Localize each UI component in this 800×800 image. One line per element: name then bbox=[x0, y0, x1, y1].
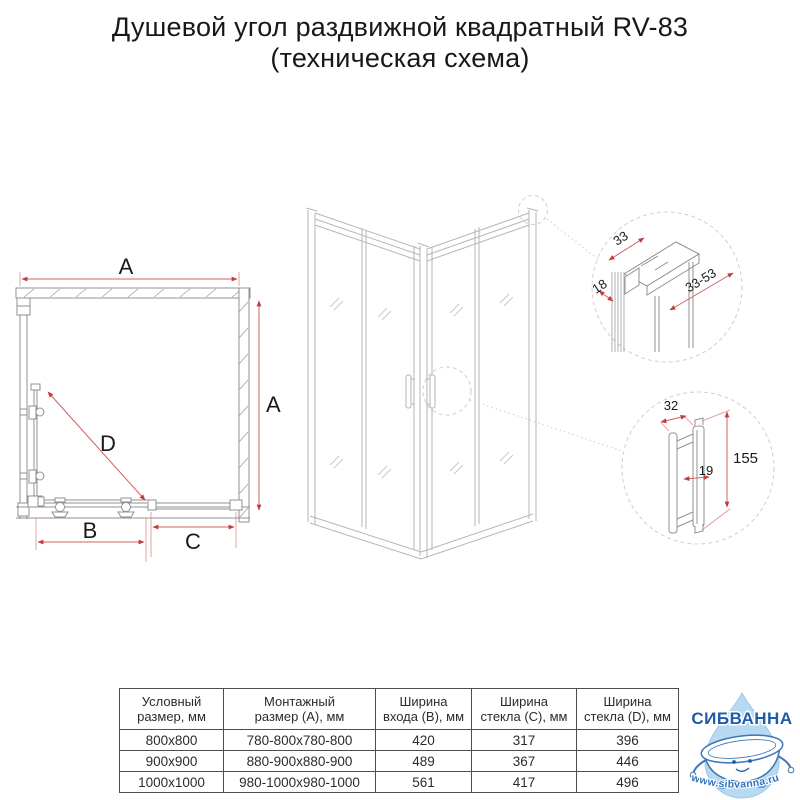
table-row: 900x900 880-900x880-900 489 367 446 bbox=[119, 750, 679, 772]
cell-nominal: 900x900 bbox=[119, 750, 224, 772]
handle-dimensions: 32 19 155 bbox=[660, 398, 758, 531]
handle-detail: 32 19 155 bbox=[621, 391, 775, 545]
dim-label-155: 155 bbox=[733, 450, 758, 467]
col-header-nominal-size: Условный размер, мм bbox=[119, 688, 224, 730]
cell-nominal: 1000x1000 bbox=[119, 771, 224, 793]
iso-view bbox=[305, 195, 623, 560]
cell-glass-c: 417 bbox=[471, 771, 577, 793]
cell-mounting: 980-1000x980-1000 bbox=[223, 771, 376, 793]
iso-handles bbox=[405, 374, 436, 409]
dim-label-d: D bbox=[100, 431, 116, 456]
dim-label-18: 18 bbox=[589, 276, 609, 296]
dim-label-c: C bbox=[185, 529, 201, 554]
title-line-1: Душевой угол раздвижной квадратный RV-83 bbox=[111, 12, 689, 42]
dim-label-a-right: A bbox=[266, 392, 281, 417]
table-row: 800x800 780-800x780-800 420 317 396 bbox=[119, 729, 679, 751]
col-header-glass-c-width: Ширина стекла (С), мм bbox=[471, 688, 577, 730]
plan-right-wall bbox=[238, 287, 250, 523]
plan-dimensions: A A B C D bbox=[19, 254, 281, 562]
col-header-glass-d-width: Ширина стекла (D), мм bbox=[576, 688, 679, 730]
dim-label-a-top: A bbox=[119, 254, 134, 279]
cell-entry: 561 bbox=[375, 771, 472, 793]
page-title: Душевой угол раздвижной квадратный RV-83… bbox=[0, 12, 800, 74]
cell-glass-d: 396 bbox=[576, 729, 679, 751]
cell-entry: 420 bbox=[375, 729, 472, 751]
cell-mounting: 780-800x780-800 bbox=[223, 729, 376, 751]
cell-glass-d: 496 bbox=[576, 771, 679, 793]
cell-nominal: 800x800 bbox=[119, 729, 224, 751]
brand-name: СИБВАННА bbox=[691, 709, 792, 728]
dim-label-33: 33 bbox=[610, 228, 630, 248]
col-header-mounting-size: Монтажный размер (А), мм bbox=[223, 688, 376, 730]
plan-bottom-fixed-glass bbox=[147, 499, 243, 511]
plan-left-door bbox=[19, 383, 45, 508]
cell-glass-c: 317 bbox=[471, 729, 577, 751]
plan-top-wall bbox=[15, 287, 251, 299]
glass-sparkles bbox=[329, 293, 514, 479]
plan-view: A A B C D bbox=[15, 254, 281, 562]
profile-detail: 33 18 33-53 bbox=[589, 211, 743, 363]
title-line-2: (техническая схема) bbox=[270, 43, 530, 73]
size-table-header-row: Условный размер, мм Монтажный размер (А)… bbox=[119, 688, 679, 730]
col-header-entry-width: Ширина входа (В), мм bbox=[375, 688, 472, 730]
size-table: Условный размер, мм Монтажный размер (А)… bbox=[119, 688, 679, 793]
sibvanna-logo: СИБВАННА www.sibvanna.ru bbox=[688, 691, 795, 799]
callout-handle bbox=[422, 366, 472, 416]
callout-top-corner bbox=[518, 195, 548, 225]
dim-label-b: B bbox=[83, 518, 98, 543]
cell-glass-c: 367 bbox=[471, 750, 577, 772]
cell-entry: 489 bbox=[375, 750, 472, 772]
dim-label-19: 19 bbox=[699, 463, 713, 478]
cell-mounting: 880-900x880-900 bbox=[223, 750, 376, 772]
dim-label-32: 32 bbox=[664, 398, 678, 413]
table-row: 1000x1000 980-1000x980-1000 561 417 496 bbox=[119, 771, 679, 793]
bathtub-mascot-icon bbox=[689, 734, 795, 789]
